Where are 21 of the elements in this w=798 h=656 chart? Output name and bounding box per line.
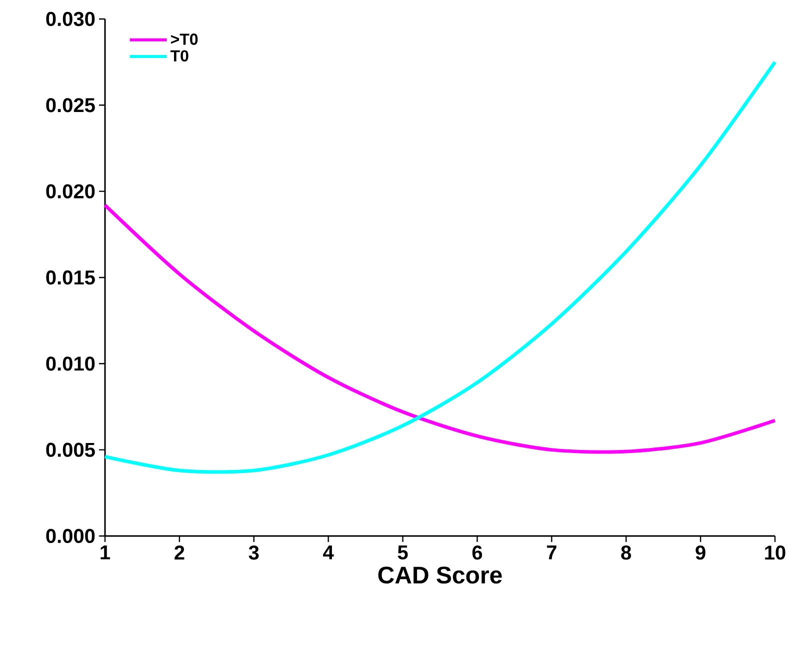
y-tick-label: 0.005 [46,442,95,457]
x-tick-label: 9 [696,546,706,560]
x-tick-label: 5 [398,546,408,560]
x-tick-label: 4 [323,546,334,560]
x-tick-label: 3 [248,546,259,560]
legend-label: T0 [170,50,188,62]
y-tick-label: 0.010 [46,356,95,371]
x-tick-label: 7 [546,546,556,560]
x-tick-label: 2 [174,546,184,560]
legend-label: >T0 [170,34,198,45]
x-tick-label: 1 [100,546,110,560]
x-axis-title: CAD Score [378,566,502,584]
x-tick-label: 10 [765,546,786,560]
line-series [103,203,777,454]
y-tick-label: 0.020 [46,184,95,198]
x-tick-label: 6 [472,546,482,560]
y-tick-label: 0.000 [46,528,95,544]
x-tick-label: 8 [621,546,632,560]
y-tick-label: 0.015 [46,270,95,285]
y-tick-label: 0.030 [46,12,95,26]
y-tick-label: 0.025 [46,98,95,112]
